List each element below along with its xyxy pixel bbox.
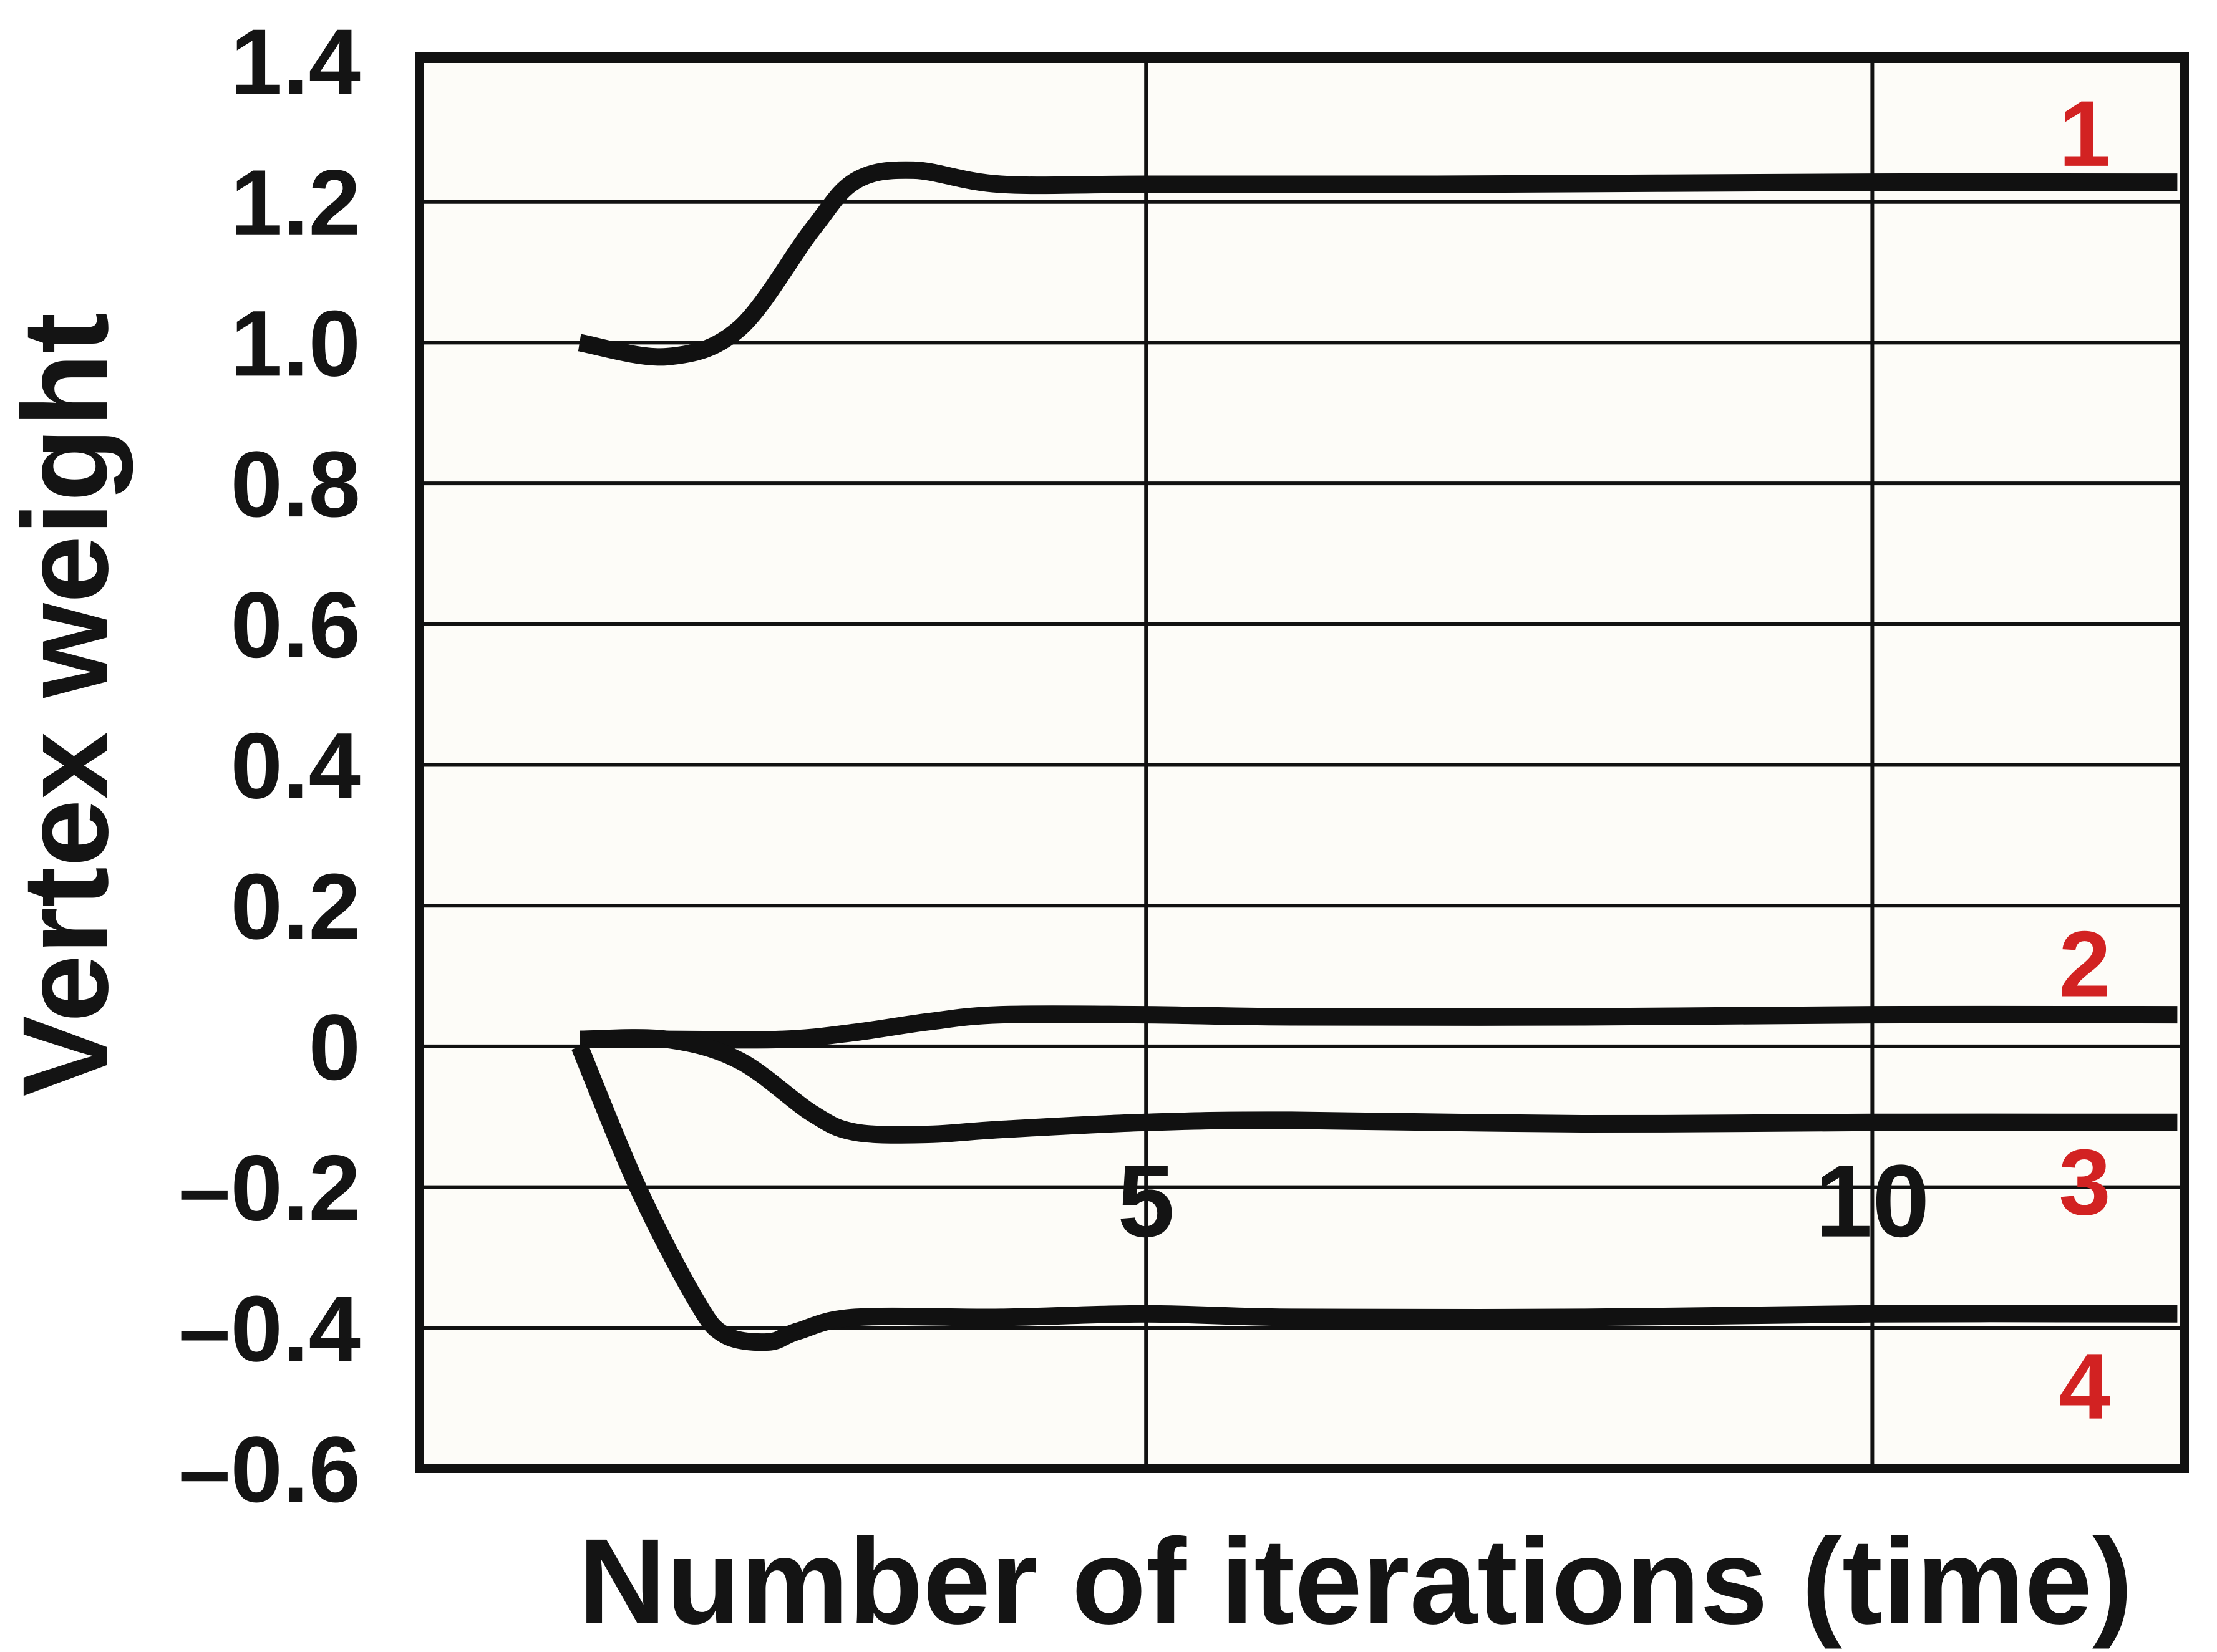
y-tick-label: 0.8 <box>230 432 361 536</box>
series-label-4: 4 <box>2059 1334 2110 1439</box>
y-tick-label: 0 <box>309 995 361 1099</box>
plot-frame <box>415 52 2189 1473</box>
x-tick-label: 5 <box>1117 1144 1175 1258</box>
y-tick-label: 1.0 <box>230 291 361 395</box>
series-label-2: 2 <box>2059 911 2110 1016</box>
y-tick-label: 1.2 <box>230 150 361 255</box>
plot-background <box>420 57 2185 1469</box>
y-tick-label: –0.6 <box>178 1417 361 1522</box>
series-line-3 <box>579 1029 2178 1144</box>
y-tick-label: 1.4 <box>230 9 361 114</box>
series-line-1 <box>578 161 2178 366</box>
y-tick-labels: –0.6 –0.4 –0.2 0 0.2 0.4 0.6 0.8 1.0 1.2 1.4 <box>178 9 361 1522</box>
series-label-3: 3 <box>2059 1129 2110 1234</box>
vertical-gridlines <box>1144 57 1875 1469</box>
series-line-4 <box>571 1043 2178 1351</box>
x-tick-labels: 5 10 <box>1117 1144 1929 1258</box>
y-tick-label: –0.2 <box>178 1136 361 1240</box>
x-tick-label: 10 <box>1815 1144 1930 1258</box>
y-axis-label: Vertex weight <box>0 312 133 1096</box>
series-lines <box>571 161 2178 1351</box>
series-line-2 <box>580 1005 2178 1049</box>
series-number-labels: 1 2 3 4 <box>2059 81 2110 1439</box>
y-tick-label: 0.2 <box>230 854 361 959</box>
y-tick-label: –0.4 <box>178 1276 361 1381</box>
y-tick-label: 0.4 <box>230 713 361 818</box>
series-label-1: 1 <box>2059 81 2110 186</box>
x-axis-label: Number of iterations (time) <box>578 1514 2133 1650</box>
y-tick-label: 0.6 <box>230 572 361 677</box>
